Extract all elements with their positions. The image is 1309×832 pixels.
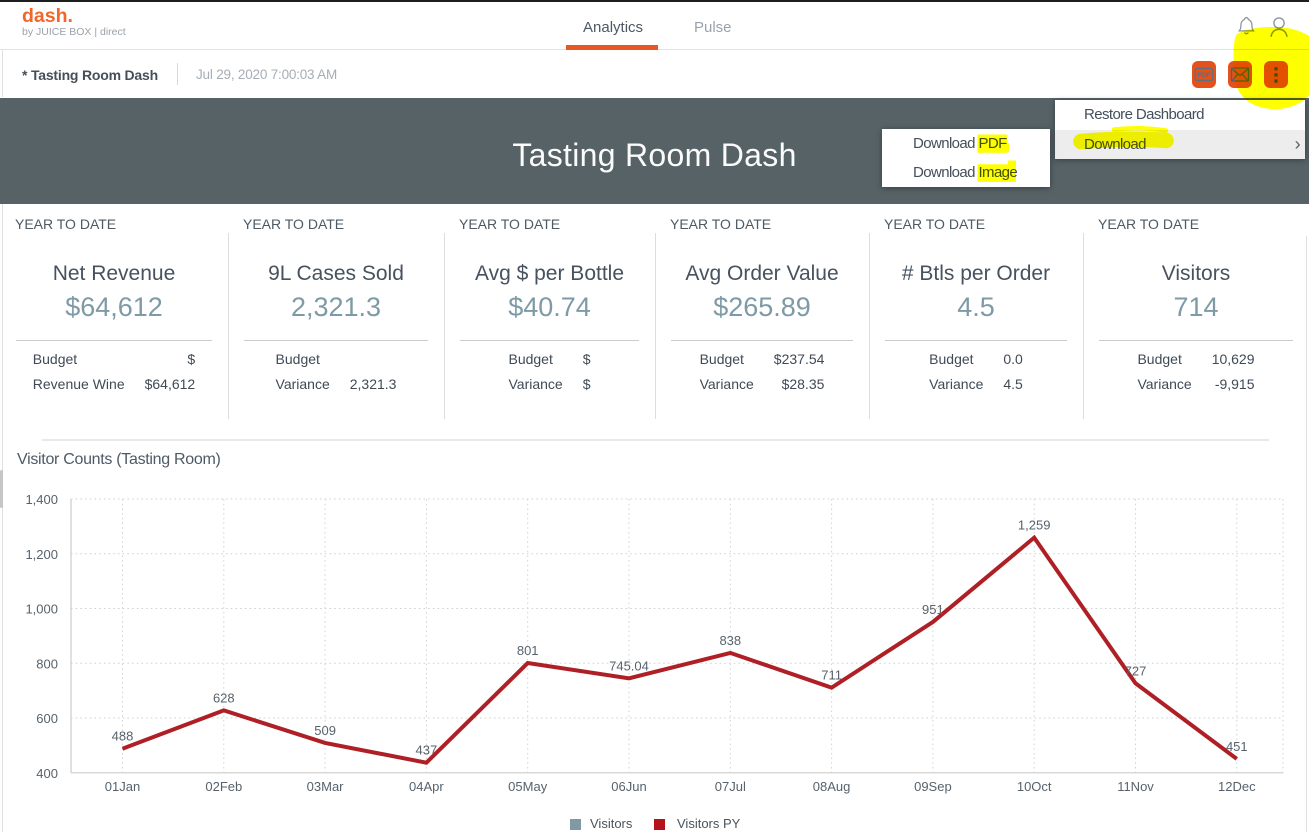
svg-text:800: 800	[36, 656, 58, 671]
svg-text:600: 600	[36, 711, 58, 726]
svg-text:745.04: 745.04	[609, 658, 649, 673]
svg-text:09Sep: 09Sep	[914, 779, 952, 794]
svg-text:PDF: PDF	[1198, 72, 1211, 79]
svg-text:1,000: 1,000	[25, 602, 58, 617]
svg-text:12Dec: 12Dec	[1218, 779, 1256, 794]
svg-text:05May: 05May	[508, 779, 548, 794]
svg-text:400: 400	[36, 766, 58, 781]
svg-text:1,400: 1,400	[25, 492, 58, 507]
svg-text:838: 838	[719, 633, 741, 648]
svg-text:06Jun: 06Jun	[611, 779, 646, 794]
svg-text:451: 451	[1226, 739, 1248, 754]
svg-text:Visitors: Visitors	[590, 816, 633, 831]
svg-text:437: 437	[416, 743, 438, 758]
svg-text:08Aug: 08Aug	[813, 779, 851, 794]
svg-text:Visitor Counts (Tasting Room): Visitor Counts (Tasting Room)	[17, 451, 221, 468]
svg-text:509: 509	[314, 723, 336, 738]
svg-text:711: 711	[821, 668, 842, 683]
svg-text:801: 801	[517, 643, 539, 658]
svg-text:01Jan: 01Jan	[105, 779, 140, 794]
svg-text:11Nov: 11Nov	[1117, 779, 1154, 794]
svg-text:Visitors PY: Visitors PY	[677, 816, 741, 831]
svg-text:02Feb: 02Feb	[205, 779, 242, 794]
svg-text:03Mar: 03Mar	[307, 779, 345, 794]
svg-text:1,200: 1,200	[25, 547, 58, 562]
svg-text:488: 488	[112, 729, 134, 744]
svg-text:04Apr: 04Apr	[409, 779, 444, 794]
svg-text:1,259: 1,259	[1018, 518, 1051, 533]
svg-text:628: 628	[213, 690, 235, 705]
svg-text:951: 951	[922, 602, 944, 617]
svg-text:10Oct: 10Oct	[1017, 779, 1052, 794]
svg-text:07Jul: 07Jul	[715, 779, 746, 794]
svg-text:727: 727	[1125, 663, 1147, 678]
